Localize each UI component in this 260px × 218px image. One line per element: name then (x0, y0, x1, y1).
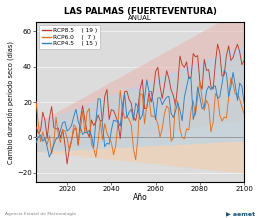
Legend: RCP8.5    ( 19 ), RCP6.0    (  7 ), RCP4.5    ( 15 ): RCP8.5 ( 19 ), RCP6.0 ( 7 ), RCP4.5 ( 15… (39, 25, 100, 49)
Text: Agencia Estatal de Meteorología: Agencia Estatal de Meteorología (5, 212, 76, 216)
Text: ▶ aemet: ▶ aemet (226, 211, 255, 216)
Text: ANUAL: ANUAL (128, 15, 152, 21)
Y-axis label: Cambio duración período seco (días): Cambio duración período seco (días) (7, 41, 15, 164)
Title: LAS PALMAS (FUERTEVENTURA): LAS PALMAS (FUERTEVENTURA) (64, 7, 217, 16)
X-axis label: Año: Año (133, 193, 147, 202)
